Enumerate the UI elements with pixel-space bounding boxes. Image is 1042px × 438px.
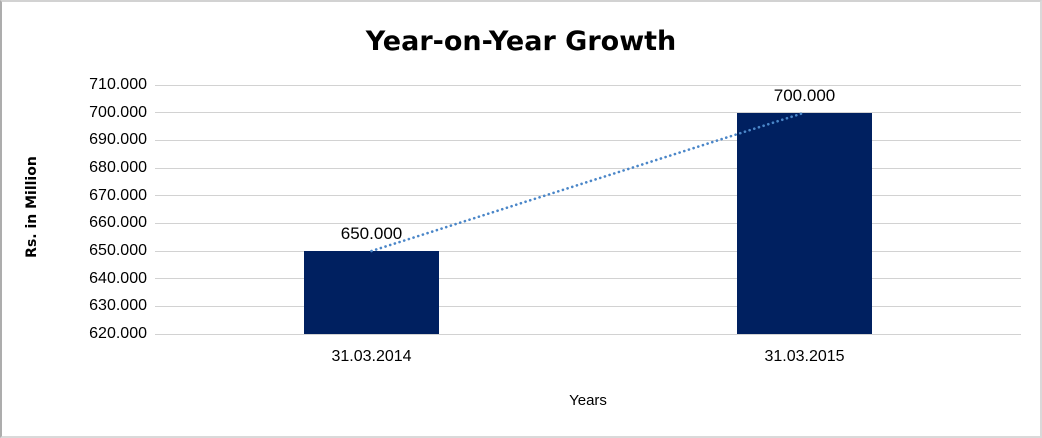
gridline: [155, 333, 1021, 335]
bar: [304, 251, 439, 334]
y-tick-label: 690.000: [89, 131, 147, 149]
chart-title: Year-on-Year Growth: [365, 26, 677, 57]
y-tick-label: 660.000: [89, 214, 147, 232]
gridline: [155, 195, 1021, 197]
bar: [737, 112, 872, 334]
gridline: [155, 305, 1021, 307]
gridline: [155, 250, 1021, 252]
gridline: [155, 84, 1021, 86]
x-tick-label: 31.03.2015: [764, 348, 845, 365]
plot-area: 650.000 700.000: [155, 84, 1021, 335]
gridline: [155, 139, 1021, 141]
y-tick-label: 640.000: [89, 269, 147, 287]
y-tick-label: 700.000: [89, 103, 147, 121]
trendline: [370, 111, 806, 253]
y-tick-label: 620.000: [89, 325, 147, 342]
y-tick-label: 680.000: [89, 159, 147, 176]
gridline: [155, 222, 1021, 224]
y-tick-label: 710.000: [89, 76, 147, 93]
y-tick-label: 670.000: [89, 186, 147, 204]
gridline: [155, 167, 1021, 169]
x-axis-title: Years: [569, 392, 607, 409]
y-axis-tick-labels: 620.000 630.000 640.000 650.000 660.000 670.0…: [2, 76, 147, 342]
gridline: [155, 112, 1021, 114]
data-label: 700.000: [773, 85, 836, 105]
x-axis-tick-labels: 31.03.2014 31.03.2015: [155, 348, 1021, 370]
y-tick-label: 650.000: [89, 242, 147, 259]
y-tick-label: 630.000: [89, 297, 147, 315]
x-tick-label: 31.03.2014: [331, 348, 412, 365]
gridline: [155, 278, 1021, 280]
data-label: 650.000: [340, 224, 403, 243]
